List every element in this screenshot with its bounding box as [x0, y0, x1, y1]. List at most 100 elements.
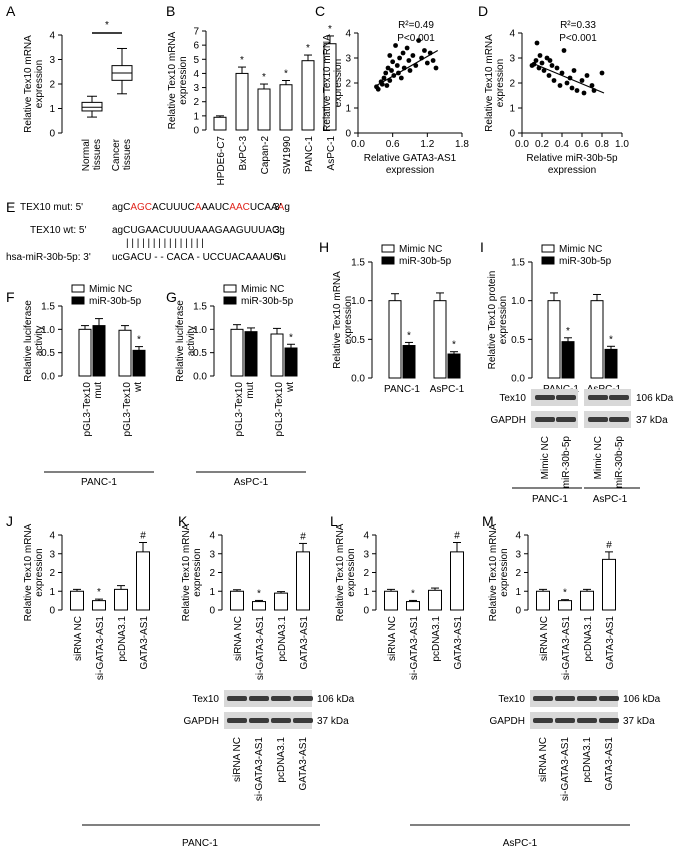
- panel-G: G 0.0 0.5 1.0 1.5 Relative luciferase activity…: [166, 284, 306, 488]
- y-tick-label: 4: [193, 69, 199, 80]
- x-tick-label: wt: [285, 382, 296, 393]
- x-tick-label: 0.8: [595, 139, 609, 150]
- blot-band: [227, 696, 247, 701]
- lane-label: GATA3-AS1: [298, 737, 309, 791]
- panel-label: J: [6, 513, 13, 529]
- y-axis-label: expression: [192, 548, 203, 596]
- lane-label: miR-30b-5p: [561, 436, 572, 489]
- y-tick-label: 0.0: [41, 372, 55, 383]
- blot-size-label: 106 kDa: [623, 694, 661, 705]
- data-point: [375, 86, 381, 92]
- y-tick-label: 1: [345, 104, 351, 115]
- legend-label: Mimic NC: [559, 244, 602, 255]
- x-axis-label: Relative miR-30b-5p: [526, 153, 618, 164]
- x-tick-label: tissues: [92, 139, 103, 170]
- panel-label: A: [6, 3, 16, 19]
- data-point: [534, 40, 540, 46]
- x-tick-label: PANC-1: [384, 384, 420, 395]
- bar-mimic-nc: [230, 328, 244, 377]
- y-axis-label: expression: [343, 296, 354, 344]
- data-point: [383, 70, 389, 76]
- sequence-segment: agC: [112, 202, 130, 213]
- x-tick-label: HPDE6-C7: [216, 136, 227, 186]
- mutated-bases: A: [195, 202, 202, 213]
- x-tick-label: Capan-2: [260, 136, 271, 175]
- y-tick-label: 1: [509, 104, 515, 115]
- legend-label: miR-30b-5p: [241, 296, 294, 307]
- y-tick-label: 1.0: [351, 296, 365, 307]
- sig-hash: #: [140, 531, 146, 542]
- legend-label: miR-30b-5p: [559, 256, 612, 267]
- y-axis-label: Relative luciferase: [23, 300, 34, 382]
- bar: [450, 551, 464, 611]
- blot-band: [535, 395, 555, 400]
- bar: [558, 600, 572, 611]
- legend-label: miR-30b-5p: [399, 256, 452, 267]
- x-tick-label: siRNA NC: [539, 616, 550, 661]
- x-tick-label: mut: [245, 382, 256, 399]
- data-point: [564, 80, 570, 86]
- blot-band: [227, 718, 247, 723]
- y-axis-label: Relative Tex10 mRNA: [23, 523, 34, 621]
- y-tick-label: 3: [345, 54, 351, 65]
- bar: [70, 590, 84, 611]
- y-tick-label: 0: [509, 129, 515, 140]
- sig-star: *: [306, 43, 310, 54]
- cell-line-label: PANC-1: [532, 494, 568, 505]
- lane-label: GATA3-AS1: [604, 737, 615, 791]
- y-axis-label: Relative Tex10 mRNA: [181, 523, 192, 621]
- data-point: [387, 78, 393, 83]
- data-point: [579, 78, 585, 83]
- lane-label: Mimic NC: [540, 436, 551, 479]
- sig-star: *: [137, 335, 141, 346]
- lane-label: pcDNA3.1: [276, 737, 287, 783]
- x-tick-label: 0.0: [351, 139, 365, 150]
- mutated-bases: A: [278, 202, 285, 213]
- data-point: [410, 53, 416, 58]
- y-tick-label: 1.0: [41, 325, 55, 336]
- data-point: [422, 48, 427, 53]
- data-point: [389, 68, 394, 73]
- data-point: [574, 88, 580, 93]
- blot-band: [577, 696, 597, 701]
- p-value: P<0.001: [397, 33, 435, 44]
- y-tick-label: 4: [509, 29, 515, 40]
- legend-label: Mimic NC: [399, 244, 442, 255]
- y-tick-label: 1: [515, 587, 521, 598]
- r-squared: R²=0.49: [398, 20, 434, 31]
- y-tick-label: 0.5: [351, 335, 365, 346]
- blot-size-label: 106 kDa: [317, 694, 355, 705]
- legend-swatch-mir: [223, 296, 237, 305]
- data-point: [554, 65, 560, 71]
- mir-label: hsa-miR-30b-5p: 3': [6, 252, 91, 263]
- data-point: [571, 68, 577, 73]
- data-point: [546, 73, 552, 78]
- y-tick-label: 0: [49, 606, 55, 617]
- y-axis-label: Relative Tex10 mRNA: [322, 34, 333, 132]
- y-tick-label: 4: [363, 531, 369, 542]
- x-tick-label: 0.2: [535, 139, 549, 150]
- fit-line: [531, 62, 605, 94]
- sig-star: *: [105, 20, 109, 31]
- data-point: [381, 75, 387, 81]
- sig-star: *: [563, 588, 567, 599]
- bar: [428, 589, 442, 611]
- y-tick-label: 0.0: [351, 374, 365, 385]
- bar: [235, 72, 249, 131]
- sequence-segment: ACUUUC: [152, 202, 195, 213]
- panel-label: I: [480, 239, 484, 255]
- blot-band: [588, 417, 608, 422]
- blot-band: [555, 696, 575, 701]
- data-point: [407, 68, 413, 73]
- data-point: [430, 58, 436, 63]
- blot-row-label: GAPDH: [489, 716, 525, 727]
- bar: [213, 116, 227, 131]
- bar-mir-30b-5p: [447, 353, 461, 379]
- x-tick-label: 0.6: [575, 139, 589, 150]
- x-tick-label: GATA3-AS1: [605, 616, 616, 670]
- y-axis-label: Relative luciferase: [175, 300, 186, 382]
- mutated-bases: AAC: [229, 202, 250, 213]
- data-point: [404, 45, 410, 51]
